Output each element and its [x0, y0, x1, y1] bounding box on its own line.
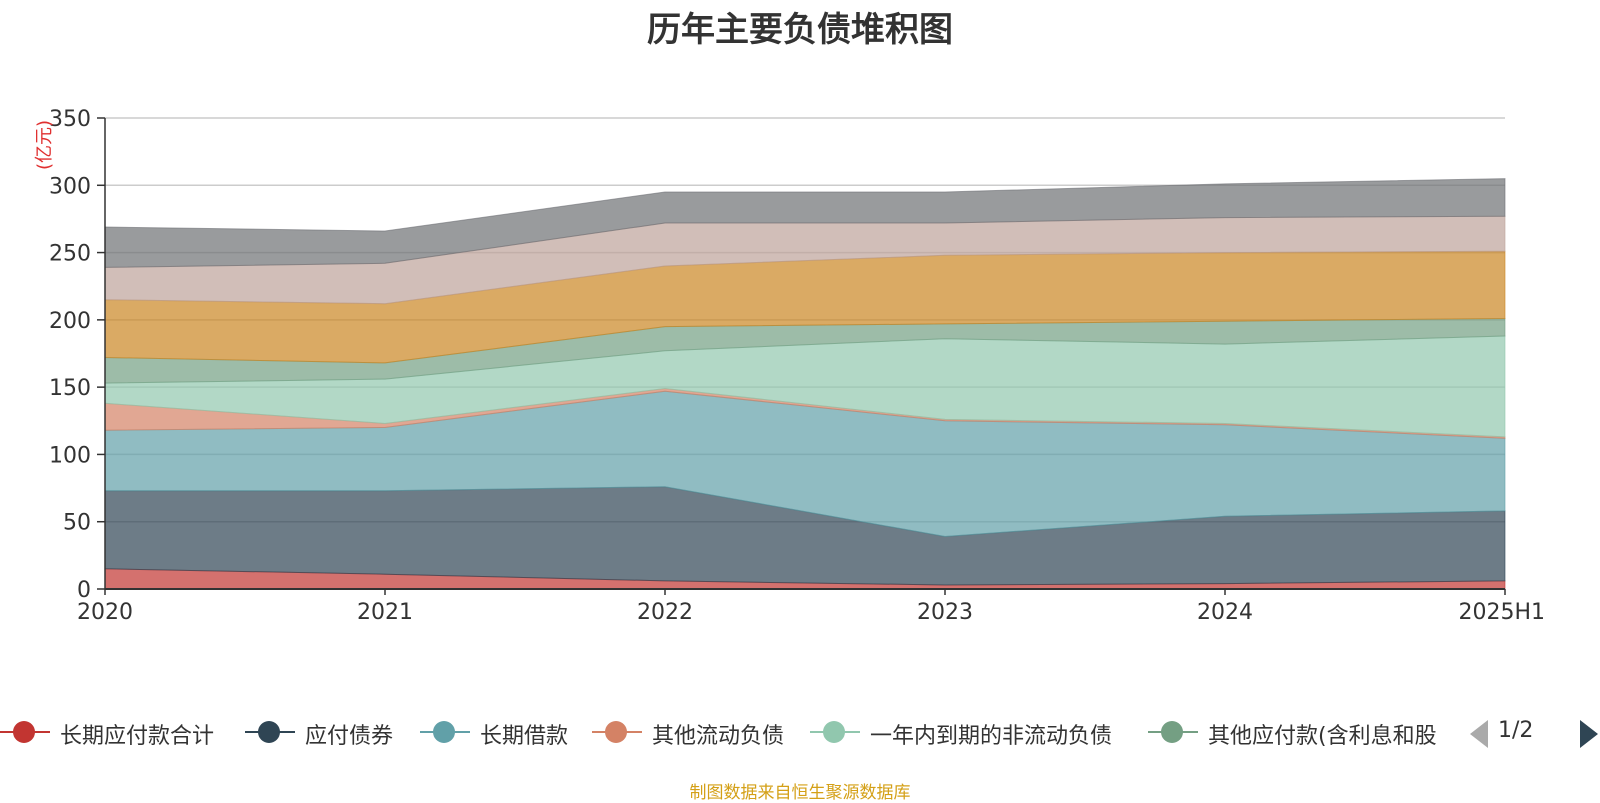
legend-dot-icon	[13, 721, 35, 743]
y-tick-label: 100	[49, 443, 91, 468]
legend-label: 长期借款	[480, 724, 569, 749]
legend-label: 其他流动负债	[652, 724, 785, 749]
legend-label: 应付债券	[305, 724, 394, 749]
legend-label: 其他应付款(含利息和股	[1208, 724, 1437, 749]
y-tick-label: 300	[49, 174, 91, 199]
x-tick-label: 2022	[637, 600, 693, 625]
legend-pager: 1/2	[1470, 712, 1600, 752]
legend: 长期应付款合计 应付债券 长期借款 其他流动负债 一年内到期的非流动负债 其他应付款(含利…	[0, 712, 1600, 752]
x-tick-label: 2020	[77, 600, 133, 625]
legend-label: 一年内到期的非流动负债	[870, 724, 1113, 749]
legend-dot-icon	[258, 721, 280, 743]
legend-page-indicator: 1/2	[1498, 718, 1534, 743]
x-tick-label: 2021	[357, 600, 413, 625]
x-tick-label: 2023	[917, 600, 973, 625]
y-unit-label: (亿元)	[34, 120, 55, 170]
y-tick-label: 250	[49, 242, 91, 267]
legend-label: 长期应付款合计	[60, 724, 215, 749]
chart-title: 历年主要负债堆积图	[647, 10, 953, 50]
legend-prev-page-icon[interactable]	[1470, 720, 1488, 748]
y-tick-label: 350	[49, 107, 91, 132]
area-series-8[interactable]	[104, 178, 1506, 268]
x-tick-label: 2024	[1197, 600, 1253, 625]
y-tick-label: 150	[49, 376, 91, 401]
axis-layer: 0 50 100 150 200 250 300 350 2020 2021 2022 2023 202…	[49, 107, 1545, 625]
legend-dot-icon	[433, 721, 455, 743]
legend-dot-icon	[605, 721, 627, 743]
legend-dot-icon	[1161, 721, 1183, 743]
legend-dot-icon	[823, 721, 845, 743]
x-tick-label: 2025H1	[1458, 600, 1545, 625]
y-tick-label: 200	[49, 309, 91, 334]
y-tick-label: 0	[77, 578, 91, 603]
source-note: 制图数据来自恒生聚源数据库	[689, 783, 911, 803]
y-tick-label: 50	[63, 511, 91, 536]
area-layer	[104, 178, 1506, 590]
legend-next-page-icon[interactable]	[1580, 720, 1598, 748]
